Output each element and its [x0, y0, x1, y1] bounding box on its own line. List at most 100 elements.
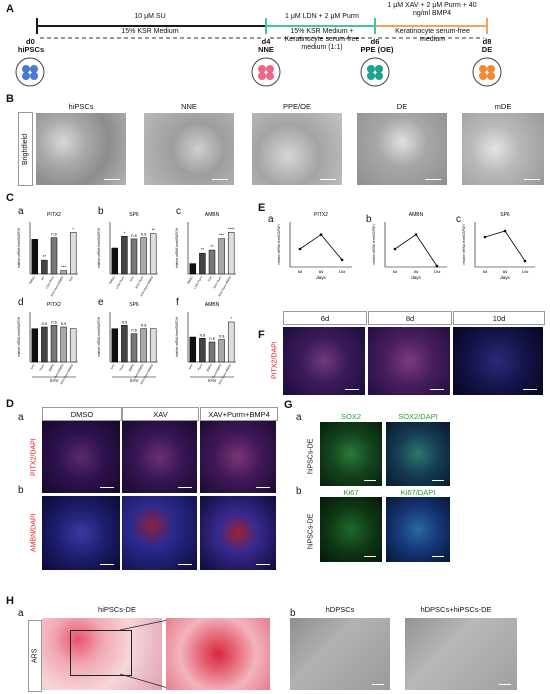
e-tick-0-2: 10d: [339, 269, 346, 274]
panel-c-label: C: [6, 192, 14, 204]
brightfield-hipscs-image: [36, 113, 126, 185]
e-tick-2-0: 6d: [483, 269, 487, 274]
c-sub-f: f: [176, 297, 179, 308]
c-tick-4-3: Purm+BMP4: [133, 363, 145, 379]
e-tick-2-1: 8d: [503, 269, 507, 274]
c-bar-0-0: [31, 239, 39, 275]
if-g-ki67-image: [320, 497, 382, 562]
c-bar-2-2: [208, 249, 216, 275]
c-tick-5-0: XAV: [188, 363, 194, 370]
brightfield-ppe-image: [252, 113, 342, 185]
c-tick-5-1: Purm: [196, 363, 203, 371]
c-tick-2-3: XAV+Purm: [212, 275, 223, 289]
e-line-2: [484, 230, 526, 262]
c-bar-annot-2-2: **: [210, 244, 214, 249]
d-row-b-label-text: AMBN/DAPI: [30, 513, 38, 552]
c-tick-5-2: BMP4: [206, 363, 213, 372]
b-title-nne: NNE: [181, 102, 197, 111]
c-chart-ylabel-2: relative mRNA level/GAPDH: [175, 227, 179, 268]
c-tick-1-0: DMSO: [108, 275, 116, 285]
c-bar-annot-5-1: n.s: [200, 332, 206, 337]
b-title-hipscs: hiPSCs: [68, 102, 94, 111]
g-sub-a: a: [296, 412, 302, 423]
c-tick-3-2: BMP4: [48, 363, 55, 372]
c-bar-0-2: [50, 237, 58, 275]
c-bar-0-3: [60, 270, 67, 275]
dish-hipsc-icon: [15, 57, 45, 87]
if-d-a-combo-image: [200, 421, 276, 493]
f-row-label-text: PITX2/DAPI: [271, 341, 279, 380]
e-line-0: [299, 234, 343, 261]
panel-a-timeline: [15, 18, 502, 87]
c-bar-4-4: [149, 328, 157, 363]
c-sub-c: c: [176, 206, 181, 217]
g-header-sox2: SOX2: [340, 412, 361, 421]
g-row-a-label: hiPSCs-DE: [307, 438, 315, 474]
c-bar-5-1: [199, 338, 206, 363]
c-chart-title-4: SP6: [129, 302, 139, 308]
panel-g-label: G: [284, 399, 293, 411]
day6-label: d6: [370, 37, 380, 46]
c-tick-5-3: Purm+BMP4: [211, 363, 223, 379]
day0-label: d0: [26, 37, 35, 46]
c-bar-2-3: [218, 238, 225, 275]
c-tick-2-2: XAV: [207, 275, 213, 282]
e-chart-ylabel-1: relative mRNA level/GAPDH: [372, 224, 376, 265]
ars-hipscs-de-zoom-image: [166, 618, 270, 690]
c-tick-1-2: XAV: [129, 275, 135, 282]
e-point-0-0: [298, 247, 302, 251]
b-title-mde: mDE: [494, 102, 512, 111]
b-title-de: DE: [396, 102, 408, 111]
d-row-a-label-text: PITX2/DAPI: [30, 438, 38, 477]
e-chart-title-0: PITX2: [314, 212, 328, 218]
c-chart-ylabel-5: relative mRNA level/GAPDH: [175, 316, 179, 357]
c-tick-2-0: DMSO: [186, 275, 194, 285]
c-bar-4-3: [140, 328, 147, 363]
h-row-label: ARS: [28, 620, 42, 692]
f-row-label: PITX2/DAPI: [269, 328, 281, 393]
c-bar-annot-1-3: n.s: [141, 232, 147, 237]
panel-a-label: A: [6, 3, 14, 15]
c-chart-title-5: AMBN: [205, 302, 220, 308]
c-bar-annot-2-1: **: [201, 247, 205, 252]
c-chart-title-0: PITX2: [47, 212, 61, 218]
if-d-b-combo-image: [200, 496, 276, 570]
if-g-sox2-image: [320, 422, 382, 486]
c-bar-2-1: [199, 252, 206, 275]
ars-hdpscs-image: [290, 618, 390, 690]
c-bar-5-3: [218, 339, 225, 363]
d-row-b-label: AMBN/DAPI: [28, 500, 40, 565]
c-bar-annot-0-4: *: [72, 226, 74, 231]
h-title-hdpscs-de: hDPSCs+hiPSCs-DE: [420, 605, 492, 614]
c-sub-b: b: [98, 206, 104, 217]
g-row-b-label: hiPSCs-DE: [307, 513, 315, 549]
e-tick-2-2: 10d: [522, 269, 529, 274]
if-d-a-xav-image: [122, 421, 197, 493]
seg1-bottom-text: 15% KSR Medium: [121, 28, 179, 35]
stage-ppe-label: PPE (OE): [360, 45, 394, 54]
dish-de-icon: [472, 57, 502, 87]
c-bar-annot-0-2: n.s: [51, 232, 57, 237]
d-header-xav: XAV: [122, 407, 199, 421]
c-bar-1-0: [111, 247, 119, 275]
h-sub-a: a: [18, 608, 24, 619]
stage-hipsc-label: hiPSCs: [17, 45, 45, 54]
e-point-2-0: [483, 235, 487, 239]
c-bar-annot-4-2: n.s: [131, 328, 137, 333]
d-row-a-label: PITX2/DAPI: [28, 425, 40, 490]
c-bar-5-0: [189, 336, 197, 363]
c-tick-3-3: Purm+BMP4: [53, 363, 65, 379]
g-header-ki67-dapi: Ki67/DAPI: [400, 488, 436, 497]
f-header-8d: 8d: [368, 311, 452, 325]
e-tick-1-0: 6d: [393, 269, 397, 274]
c-group-label-4: XAV: [130, 378, 139, 383]
panel-b-label: B: [6, 93, 14, 105]
g-header-sox2-dapi: SOX2/DAPI: [398, 412, 438, 421]
g-sub-b: b: [296, 486, 302, 497]
c-bar-annot-2-3: ***: [219, 233, 224, 238]
stage-nne-label: NNE: [258, 45, 274, 54]
e-point-2-2: [523, 259, 527, 263]
e-tick-1-1: 8d: [414, 269, 418, 274]
